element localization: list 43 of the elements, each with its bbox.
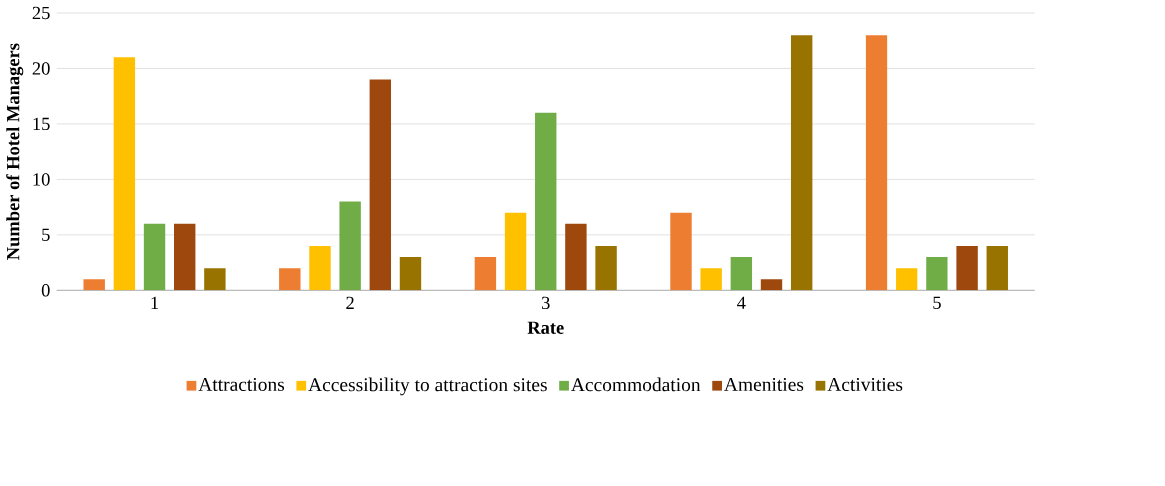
x-tick-label: 5 — [933, 296, 941, 310]
y-tick-label: 20 — [32, 62, 50, 75]
x-tick-label: 3 — [542, 296, 550, 310]
legend-label: Activities — [827, 378, 903, 392]
bar — [760, 279, 783, 291]
x-tick-label: 4 — [737, 296, 746, 310]
x-axis-title: Rate — [527, 321, 564, 335]
bar — [399, 257, 422, 291]
bar — [174, 223, 196, 291]
bar — [279, 268, 301, 291]
bar — [113, 57, 136, 291]
y-axis-title: Number of Hotel Managers — [6, 43, 24, 261]
y-tick-label: 15 — [33, 117, 50, 131]
x-tick-label: 1 — [151, 296, 159, 310]
bar — [670, 212, 692, 291]
legend-label: Amenities — [724, 378, 804, 392]
bar — [143, 223, 166, 291]
legend-label: Accommodation — [571, 377, 701, 392]
bar — [956, 246, 978, 291]
bar — [926, 257, 948, 291]
bar — [535, 113, 557, 291]
bar — [504, 212, 527, 291]
bar — [309, 246, 331, 291]
bar — [339, 201, 361, 291]
x-tick-label: 2 — [346, 296, 354, 310]
bar — [369, 79, 392, 291]
y-tick-label: 25 — [32, 6, 50, 20]
bar — [790, 35, 813, 291]
bar — [730, 257, 753, 291]
y-tick-label: 10 — [33, 173, 50, 186]
legend-label: Attractions — [198, 378, 285, 392]
bar — [700, 268, 722, 291]
bar — [595, 246, 617, 291]
bar — [565, 223, 587, 291]
legend-label: Accessibility to attraction sites — [308, 377, 547, 396]
y-tick-label: 0 — [41, 284, 50, 297]
bar — [204, 268, 226, 291]
bar — [865, 35, 888, 291]
bar — [83, 279, 105, 291]
bar — [474, 257, 497, 291]
y-tick-label: 5 — [42, 228, 50, 242]
bar — [896, 268, 918, 291]
bar — [986, 246, 1008, 291]
